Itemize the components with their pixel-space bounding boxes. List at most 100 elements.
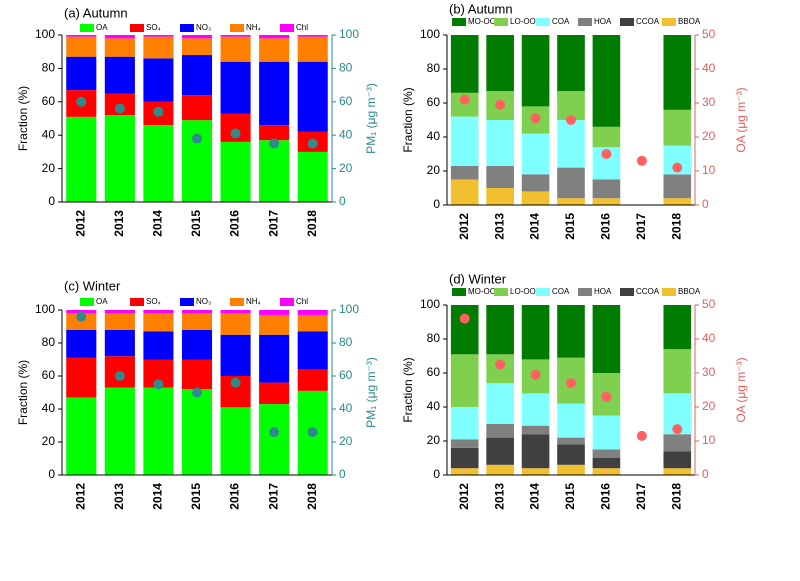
bar-segment	[663, 198, 692, 205]
y2-tick-label: 0	[339, 194, 346, 208]
bar-segment	[521, 305, 550, 360]
legend-label: BBOA	[678, 287, 701, 296]
bar-segment	[450, 354, 479, 407]
bar-segment	[557, 437, 585, 445]
bar-segment	[259, 310, 290, 315]
y-tick-label: 60	[42, 94, 56, 108]
y-tick-label: 80	[427, 61, 441, 75]
legend-swatch	[180, 298, 194, 306]
dot	[230, 377, 241, 388]
bar-segment	[104, 35, 135, 39]
bar-segment	[663, 35, 692, 110]
y-tick-label: 0	[433, 467, 440, 481]
x-tick-label: 2013	[112, 483, 126, 510]
bar-segment	[486, 383, 514, 424]
legend-swatch	[452, 18, 466, 26]
bar-segment	[259, 61, 290, 126]
legend-label: Chl	[296, 23, 308, 32]
y2-tick-label: 40	[339, 401, 353, 415]
bar-segment	[592, 415, 621, 450]
dot	[153, 379, 164, 390]
y2-tick-label: 30	[702, 95, 716, 109]
legend-swatch	[494, 288, 508, 296]
bar-segment	[592, 449, 621, 458]
legend-label: SO₄	[146, 297, 161, 306]
x-tick-label: 2017	[266, 483, 280, 510]
dot	[495, 359, 506, 370]
y2-tick-label: 40	[702, 331, 716, 345]
dot	[153, 106, 164, 117]
bar-segment	[486, 437, 514, 465]
legend-swatch	[452, 288, 466, 296]
bar-segment	[557, 120, 585, 168]
bar-segment	[143, 58, 174, 102]
legend-swatch	[280, 298, 294, 306]
y-tick-label: 20	[427, 433, 441, 447]
bar-segment	[66, 36, 97, 57]
y-tick-label: 20	[42, 161, 56, 175]
bar-segment	[181, 389, 213, 475]
bar-segment	[557, 464, 585, 475]
y2-tick-label: 10	[702, 433, 716, 447]
bar-segment	[592, 198, 621, 205]
bar-segment	[181, 329, 213, 360]
bar-segment	[557, 444, 585, 465]
bar-segment	[557, 305, 585, 358]
bar-segment	[521, 434, 550, 469]
x-tick-label: 2016	[599, 483, 613, 510]
bar-segment	[297, 36, 328, 62]
bar-segment	[220, 310, 251, 314]
bar-segment	[181, 313, 213, 330]
x-tick-label: 2018	[305, 483, 319, 510]
y-tick-label: 100	[420, 27, 440, 41]
bar-segment	[66, 35, 97, 37]
dot	[230, 128, 241, 139]
legend-swatch	[620, 288, 634, 296]
legend-swatch	[130, 298, 144, 306]
y-tick-label: 40	[42, 401, 56, 415]
y2-tick-label: 30	[702, 365, 716, 379]
y2-tick-label: 100	[339, 302, 359, 316]
bar-segment	[143, 310, 174, 314]
x-tick-label: 2017	[634, 213, 648, 240]
bar-segment	[450, 447, 479, 469]
bar-segment	[66, 116, 97, 202]
bar-segment	[181, 35, 213, 39]
x-tick-label: 2013	[492, 213, 506, 240]
dot	[495, 99, 506, 110]
bar-segment	[220, 141, 251, 202]
y2-axis-label: OA (μg m⁻³)	[734, 357, 748, 422]
bar-segment	[104, 38, 135, 57]
y-tick-label: 80	[427, 331, 441, 345]
y-tick-label: 60	[427, 95, 441, 109]
legend-swatch	[130, 24, 144, 32]
legend-label: HOA	[594, 17, 612, 26]
x-tick-label: 2013	[112, 210, 126, 237]
bar-segment	[104, 115, 135, 202]
y2-tick-label: 0	[702, 197, 709, 211]
dot	[269, 138, 280, 149]
bar-segment	[557, 198, 585, 205]
bar-segment	[450, 35, 479, 93]
legend-swatch	[578, 288, 592, 296]
y-tick-label: 0	[433, 197, 440, 211]
bar-segment	[450, 468, 479, 475]
bar-segment	[486, 188, 514, 205]
panel-title: (c) Winter	[64, 278, 121, 293]
bar-segment	[592, 35, 621, 127]
dot	[601, 391, 612, 402]
x-tick-label: 2015	[563, 483, 577, 510]
dot	[269, 427, 280, 438]
y-tick-label: 0	[48, 194, 55, 208]
bar-segment	[143, 387, 174, 475]
bar-segment	[220, 334, 251, 376]
legend-label: NO₃	[196, 23, 211, 32]
y2-tick-label: 80	[339, 335, 353, 349]
bar-segment	[450, 116, 479, 166]
legend-swatch	[620, 18, 634, 26]
x-tick-label: 2014	[151, 210, 165, 237]
y-tick-label: 80	[42, 61, 56, 75]
y2-tick-label: 0	[339, 467, 346, 481]
bar-segment	[592, 305, 621, 373]
bar-segment	[66, 357, 97, 398]
